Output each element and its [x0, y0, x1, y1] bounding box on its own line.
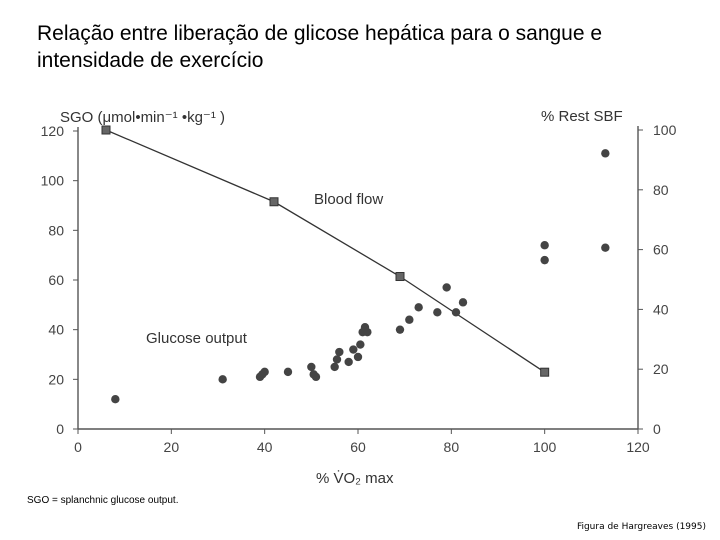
glucose-output-point [601, 149, 610, 158]
glucose-output-point [442, 283, 451, 292]
y-right-tick-label: 80 [653, 182, 669, 198]
glucose-output-point [405, 315, 414, 324]
blood-flow-line [105, 129, 546, 373]
x-tick-label: 120 [626, 439, 650, 455]
footnote: SGO = splanchnic glucose output. [27, 495, 179, 506]
glucose-output-point [540, 241, 549, 250]
blood-flow-point [269, 197, 279, 207]
glucose-output-point [332, 355, 342, 364]
glucose-output-point [451, 308, 461, 317]
glucose-output-point [349, 345, 358, 354]
glucose-output-point [458, 298, 468, 307]
glucose-output-point [395, 325, 405, 334]
glucose-output-point [260, 367, 269, 377]
x-tick-label: 40 [257, 439, 273, 455]
series-label-glucose-output: Glucose output [146, 330, 248, 347]
y-left-tick-label: 60 [48, 272, 64, 288]
glucose-output-point [433, 308, 442, 317]
glucose-output-point [356, 340, 365, 349]
x-tick-label: 60 [350, 439, 366, 455]
blood-flow-point [540, 367, 550, 377]
chart-marks [101, 125, 610, 404]
glucose-output-point [344, 357, 353, 367]
blood-flow-point [395, 272, 405, 282]
x-tick-label: 20 [164, 439, 180, 455]
y-right-tick-label: 0 [653, 421, 661, 437]
y-left-tick-label: 0 [56, 421, 64, 437]
glucose-output-point [330, 362, 339, 372]
glucose-output-point [218, 375, 227, 384]
glucose-output-point [363, 327, 372, 337]
glucose-output-point [540, 255, 549, 265]
glucose-output-point [335, 347, 344, 357]
glucose-output-point [601, 243, 610, 252]
y-left-tick-label: 80 [48, 222, 64, 238]
x-axis-label: % V̇O₂ max [316, 470, 394, 487]
tick-labels: 0 20 40 60 80 100 1200204060801001200204060801… [41, 122, 677, 455]
figure-credit: Figura de Hargreaves (1995) [576, 522, 706, 532]
y-left-tick-label: 20 [48, 371, 64, 387]
left-axis-label: SGO (μmol•min⁻¹ •kg⁻¹ ) [60, 109, 225, 126]
y-right-tick-label: 20 [653, 361, 669, 377]
y-left-tick-label: 120 [41, 123, 65, 139]
y-right-tick-label: 60 [653, 242, 669, 258]
glucose-output-point [111, 395, 120, 404]
series-label-blood-flow: Blood flow [314, 191, 383, 208]
y-right-tick-label: 100 [653, 122, 677, 138]
y-left-tick-label: 40 [48, 322, 64, 338]
y-left-tick-label: 100 [41, 173, 65, 189]
y-right-tick-label: 40 [653, 301, 669, 317]
chart: 0 20 40 60 80 100 1200204060801001200204060801… [41, 108, 677, 487]
glucose-output-point [307, 362, 316, 372]
right-axis-label: % Rest SBF [541, 108, 623, 125]
x-tick-label: 100 [533, 439, 557, 455]
x-tick-label: 80 [444, 439, 460, 455]
glucose-output-point [353, 352, 363, 362]
blood-flow-point [101, 125, 111, 135]
axes [73, 126, 643, 434]
glucose-output-point [414, 303, 423, 312]
x-tick-label: 0 [74, 439, 82, 455]
glucose-output-point [283, 367, 293, 377]
slide-title: Relação entre liberação de glicose hepát… [37, 22, 603, 72]
glucose-output-point [311, 372, 321, 382]
